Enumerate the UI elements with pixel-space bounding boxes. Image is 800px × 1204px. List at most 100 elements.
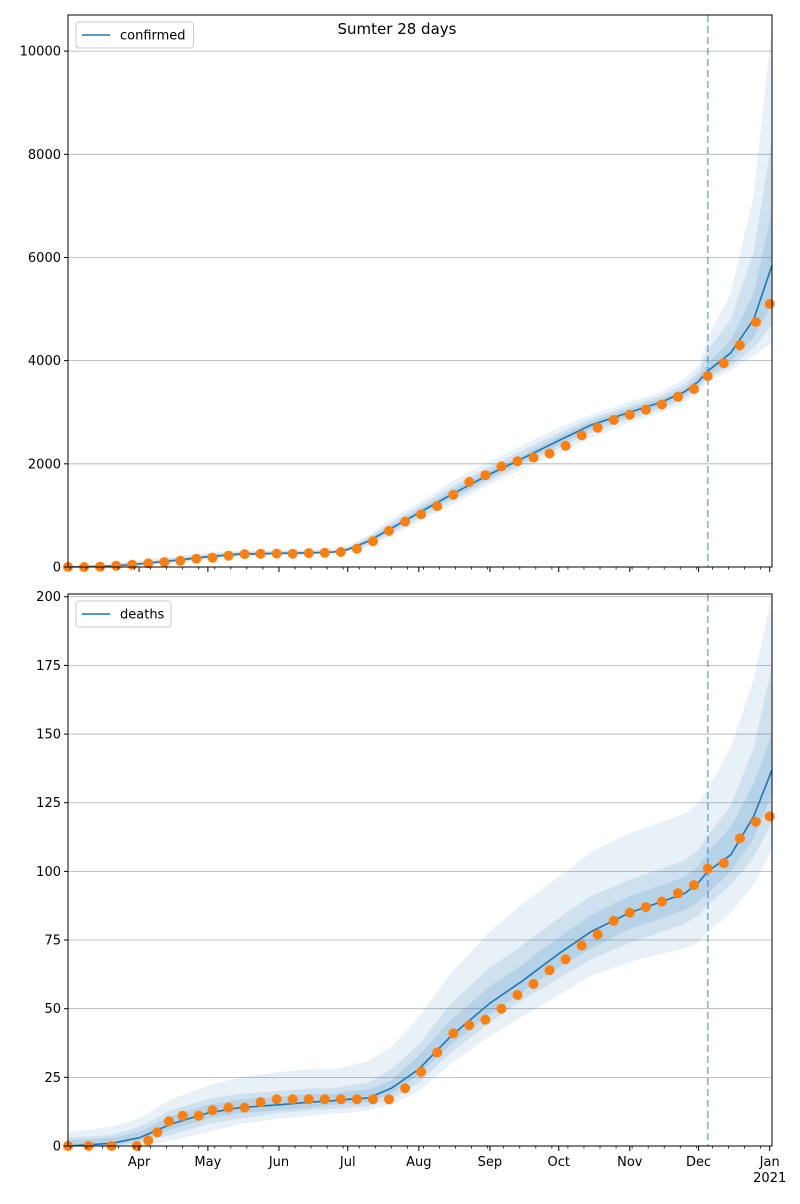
observed-point	[152, 1127, 163, 1138]
y-tick-label: 175	[36, 659, 61, 674]
observed-point	[592, 422, 603, 433]
observed-point	[702, 371, 713, 382]
figure-title: Sumter 28 days	[337, 20, 457, 38]
y-tick-label: 100	[36, 865, 61, 880]
observed-point	[207, 552, 218, 563]
panel-2: 0 25 50 75 100 125 150 175 200 Apr May Jun Jul Aug Sep…	[36, 590, 786, 1186]
x-tick-label: Aug	[406, 1155, 431, 1170]
observed-point	[496, 461, 507, 472]
observed-point	[512, 990, 523, 1000]
observed-point	[207, 1105, 218, 1116]
y-tick-label: 10000	[20, 45, 61, 60]
x-tick-label: Dec	[686, 1155, 711, 1170]
y-tick-label: 8000	[28, 148, 61, 163]
observed-point	[111, 560, 122, 571]
legend-label: deaths	[120, 608, 165, 623]
observed-point	[143, 558, 154, 569]
x-tick-label: Jul	[339, 1155, 356, 1170]
observed-point	[255, 548, 266, 559]
observed-point	[193, 1110, 204, 1121]
observed-point	[544, 965, 555, 976]
observed-point	[384, 1094, 394, 1105]
observed-point	[718, 858, 729, 869]
x-tick-label: Sep	[478, 1155, 503, 1170]
credible-band-1	[68, 594, 772, 1146]
y-tick-label: 150	[36, 728, 61, 743]
observed-point	[368, 536, 378, 547]
observed-point	[416, 509, 427, 520]
x-tick-label: May	[194, 1155, 221, 1170]
observed-point	[239, 1102, 250, 1113]
observed-point	[319, 547, 330, 558]
observed-point	[432, 501, 443, 512]
observed-point	[319, 1094, 330, 1105]
observed-point	[223, 1102, 234, 1113]
observed-point	[351, 543, 362, 554]
series-line-confirmed	[67, 264, 773, 568]
observed-point	[496, 1003, 507, 1014]
observed-point	[255, 1097, 266, 1108]
observed-point	[560, 954, 571, 965]
observed-point	[335, 1094, 346, 1105]
observed-point	[464, 1020, 475, 1031]
observed-point	[177, 1110, 188, 1121]
observed-point	[303, 548, 314, 559]
legend-box	[75, 600, 172, 628]
observed-point	[718, 358, 729, 369]
observed-point	[239, 549, 250, 560]
observed-point	[640, 404, 651, 415]
observed-point	[448, 489, 459, 500]
observed-point	[608, 415, 619, 425]
observed-point	[175, 555, 186, 566]
credible-band-1	[68, 25, 772, 568]
y-tick-label: 125	[36, 796, 61, 811]
y-tick-label: 200	[36, 590, 61, 605]
observed-point	[335, 547, 346, 557]
observed-point	[143, 1135, 154, 1146]
observed-point	[271, 1094, 282, 1105]
observed-point	[750, 317, 761, 327]
x-tick-label: Oct	[547, 1155, 569, 1170]
observed-point	[640, 902, 651, 913]
observed-point	[480, 1014, 491, 1025]
observed-point	[351, 1094, 362, 1105]
observed-point	[702, 863, 713, 874]
observed-point	[689, 384, 699, 394]
observed-point	[287, 548, 298, 559]
observed-point	[480, 470, 491, 481]
observed-point	[432, 1047, 443, 1058]
y-tick-label: 50	[44, 1002, 61, 1017]
observed-point	[400, 1083, 411, 1094]
observed-point	[624, 907, 635, 918]
observed-point	[673, 391, 683, 402]
observed-point	[384, 525, 394, 536]
y-tick-label: 2000	[28, 457, 61, 472]
observed-point	[159, 557, 170, 568]
observed-point	[764, 811, 775, 822]
legend-box	[75, 21, 194, 49]
legend-label: confirmed	[120, 29, 186, 44]
y-tick-label: 4000	[28, 354, 61, 369]
x-tick-year-label: 2021	[753, 1171, 786, 1186]
observed-point	[544, 448, 555, 459]
observed-point	[689, 880, 699, 891]
observed-point	[528, 979, 539, 989]
observed-point	[608, 915, 619, 926]
x-tick-label: Jan	[759, 1155, 780, 1170]
y-tick-label: 75	[44, 934, 61, 949]
observed-point	[764, 298, 775, 309]
observed-point	[576, 430, 587, 441]
observed-point	[624, 409, 635, 420]
observed-point	[400, 516, 411, 527]
observed-point	[528, 452, 539, 463]
credible-band-2	[68, 665, 772, 1146]
observed-point	[416, 1066, 427, 1077]
observed-point	[673, 888, 683, 899]
observed-point	[512, 456, 523, 467]
observed-point	[734, 833, 745, 844]
x-tick-label: Apr	[128, 1155, 151, 1170]
observed-point	[127, 559, 138, 570]
observed-point	[163, 1116, 174, 1127]
observed-point	[448, 1028, 459, 1039]
